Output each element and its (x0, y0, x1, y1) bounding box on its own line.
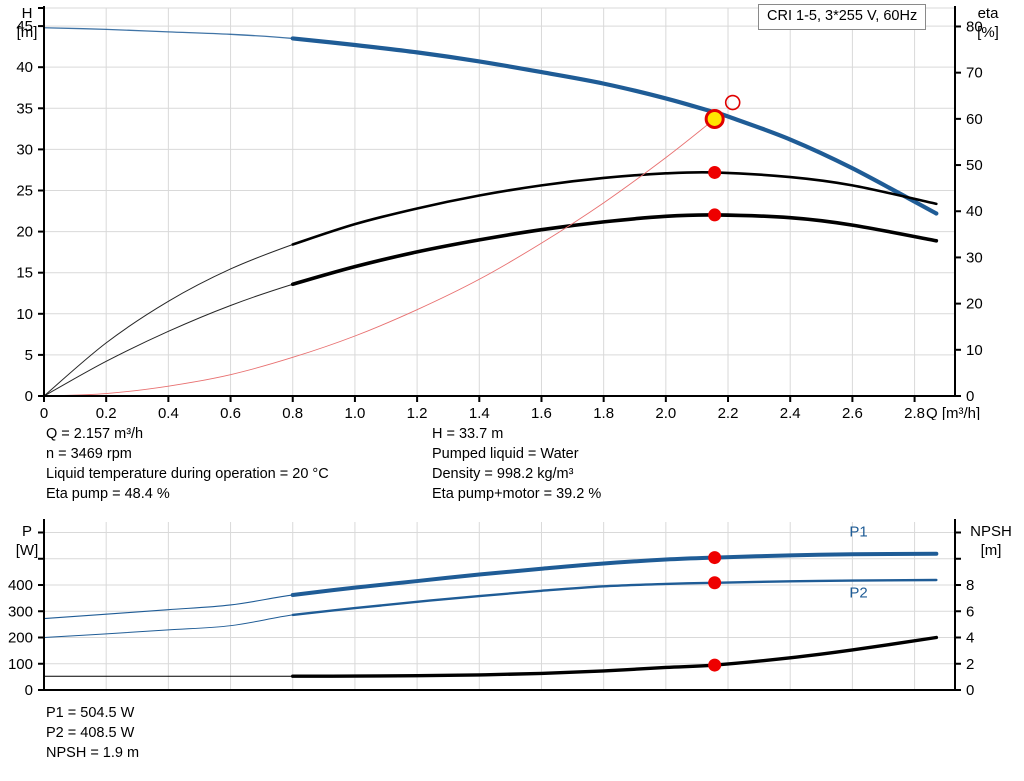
tick-label-h: 20 (16, 224, 33, 241)
tick-label-p: 300 (8, 603, 33, 620)
tick-label-h: 0 (25, 388, 33, 405)
curve-label-p2: P2 (849, 585, 867, 602)
tick-label-npsh: 0 (966, 682, 974, 699)
tick-label-q: 0.4 (158, 405, 179, 420)
duty-marker-eta-2 (708, 208, 722, 222)
tick-label-q: 1.6 (531, 405, 552, 420)
tick-label-q: 1.2 (407, 405, 428, 420)
tick-label-q: 1.0 (344, 405, 365, 420)
chart-title-text: CRI 1-5, 3*255 V, 60Hz (767, 8, 918, 24)
tick-label-eta: 30 (966, 249, 983, 266)
tick-label-eta: 50 (966, 157, 983, 174)
info-density: Density = 998.2 kg/m³ (432, 466, 574, 482)
tick-label-eta: 80 (966, 18, 983, 35)
info-npsh: NPSH = 1.9 m (46, 745, 140, 761)
info-eta-pump: Eta pump = 48.4 % (46, 486, 170, 502)
axis-title-eta: eta (978, 5, 1000, 22)
axis-title-q: Q [m³/h] (926, 405, 980, 420)
tick-label-q: 2.6 (842, 405, 863, 420)
curve-p2-thick (291, 578, 938, 617)
axis-title-p: P (22, 523, 32, 540)
axis-title-eta-unit: [%] (977, 24, 999, 41)
tick-label-q: 2.4 (780, 405, 801, 420)
curve-system-curve-thin (43, 118, 716, 397)
info-p1: P1 = 504.5 W (46, 705, 135, 721)
info-liquid-temperature: Liquid temperature during operation = 20… (46, 466, 329, 482)
curve-eta-pump-motor-thick (290, 213, 939, 287)
info-q: Q = 2.157 m³/h (46, 426, 144, 442)
tick-label-q: 2.8 (904, 405, 925, 420)
tick-label-npsh: 2 (966, 656, 974, 673)
curve-h-head--thick (290, 36, 939, 216)
tick-label-q: 0.2 (96, 405, 117, 420)
tick-label-npsh: 6 (966, 603, 974, 620)
duty-marker-npsh (708, 658, 722, 672)
duty-marker-eta-1 (708, 165, 722, 179)
curve-eta-pump-thick (291, 170, 938, 246)
tick-label-p: 100 (8, 656, 33, 673)
axis-title-h: H (22, 5, 33, 22)
tick-label-eta: 20 (966, 296, 983, 313)
tick-label-q: 2.0 (655, 405, 676, 420)
tick-label-h: 40 (16, 59, 33, 76)
tick-label-p: 0 (25, 682, 33, 699)
tick-label-h: 15 (16, 265, 33, 282)
axis-title-p-unit: [W] (16, 542, 39, 559)
duty-marker-hollow (724, 94, 741, 111)
axis-title-npsh: NPSH (970, 523, 1012, 540)
tick-label-q: 1.4 (469, 405, 490, 420)
curve-label-p1: P1 (849, 523, 867, 540)
tick-label-q: 0.6 (220, 405, 241, 420)
info-eta-pump-motor: Eta pump+motor = 39.2 % (432, 486, 602, 502)
tick-label-q: 1.8 (593, 405, 614, 420)
duty-marker-p1 (708, 551, 722, 565)
tick-label-p: 200 (8, 630, 33, 647)
tick-label-eta: 0 (966, 388, 974, 405)
tick-label-h: 25 (16, 182, 33, 199)
tick-label-h: 30 (16, 141, 33, 158)
duty-point-marker[interactable] (704, 108, 725, 129)
info-h: H = 33.7 m (432, 426, 504, 442)
curve-p1-thick (290, 551, 939, 597)
axis-title-h-unit: [m] (17, 24, 38, 41)
info-n: n = 3469 rpm (46, 446, 132, 462)
curve-npsh-thick (291, 635, 939, 678)
axis-title-npsh-unit: [m] (981, 542, 1002, 559)
tick-label-h: 5 (25, 347, 33, 364)
tick-label-eta: 70 (966, 65, 983, 82)
tick-label-npsh: 8 (966, 577, 974, 594)
tick-label-p: 400 (8, 577, 33, 594)
tick-label-q: 0.8 (282, 405, 303, 420)
operating-info-left: Q = 2.157 m³/h n = 3469 rpm Liquid tempe… (46, 424, 329, 504)
tick-label-eta: 10 (966, 342, 983, 359)
duty-marker-p2 (708, 576, 722, 590)
power-npsh-chart: P1 P2 0 100 200 300 400 0 2 4 6 8 P [W] NPSH [m] (8, 519, 1012, 699)
tick-label-h: 35 (16, 100, 33, 117)
operating-info-right: H = 33.7 m Pumped liquid = Water Density… (432, 424, 601, 504)
info-p2: P2 = 408.5 W (46, 725, 135, 741)
tick-label-npsh: 4 (966, 630, 974, 647)
top-plot-area (44, 8, 955, 396)
tick-label-eta: 60 (966, 111, 983, 128)
head-efficiency-chart: 0 5 10 15 20 25 30 35 40 45 0 10 20 30 40 50 60 70 80 0 0.2 0… (16, 5, 1000, 420)
chart-title-box: CRI 1-5, 3*255 V, 60Hz (758, 4, 927, 30)
info-pumped-liquid: Pumped liquid = Water (432, 446, 579, 462)
tick-label-eta: 40 (966, 203, 983, 220)
tick-label-q: 2.2 (718, 405, 739, 420)
tick-label-h: 45 (16, 18, 33, 35)
bottom-plot-area (44, 522, 955, 690)
tick-label-q: 0 (40, 405, 48, 420)
power-info: P1 = 504.5 W P2 = 408.5 W NPSH = 1.9 m (46, 703, 139, 763)
tick-label-h: 10 (16, 306, 33, 323)
